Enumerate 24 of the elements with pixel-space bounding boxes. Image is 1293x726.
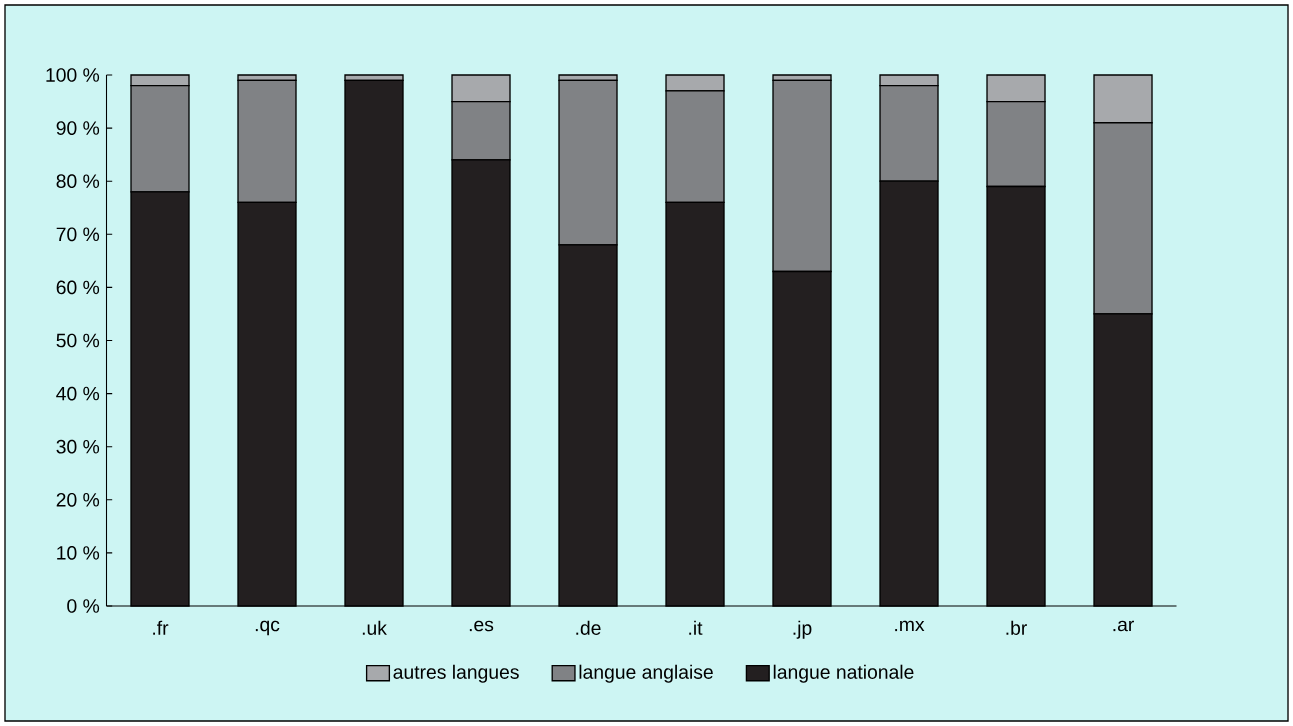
y-tick-label: 40 %	[56, 386, 100, 401]
y-tick-label: 70 %	[56, 227, 100, 242]
y-tick-label: 50 %	[56, 333, 100, 348]
legend-label: langue nationale	[773, 664, 914, 683]
x-tick-label: .fr	[153, 620, 169, 635]
y-tick-label: 0 %	[67, 599, 100, 613]
y-tick-label: 80 %	[56, 174, 100, 189]
y-tick-label: 90 %	[56, 121, 100, 135]
x-tick-label: .de	[576, 620, 601, 635]
y-tick-label: 30 %	[56, 439, 100, 454]
x-tick-label: .br	[1006, 620, 1027, 635]
y-tick-label: 100 %	[46, 68, 100, 82]
x-tick-label: .it	[689, 620, 703, 635]
x-tick-label: .jp	[793, 620, 812, 639]
legend-label: langue anglaise	[579, 664, 713, 683]
y-tick-label: 20 %	[56, 492, 100, 507]
y-tick-label: 60 %	[56, 280, 100, 295]
y-tick-label: 10 %	[57, 546, 100, 560]
x-tick-label: .es	[469, 620, 494, 632]
x-tick-label: .uk	[362, 620, 387, 635]
x-tick-label: .mx	[895, 620, 925, 632]
x-tick-label: .ar	[1113, 620, 1134, 632]
legend-label: autres langues	[393, 664, 519, 683]
x-tick-label: .qc	[255, 620, 280, 636]
